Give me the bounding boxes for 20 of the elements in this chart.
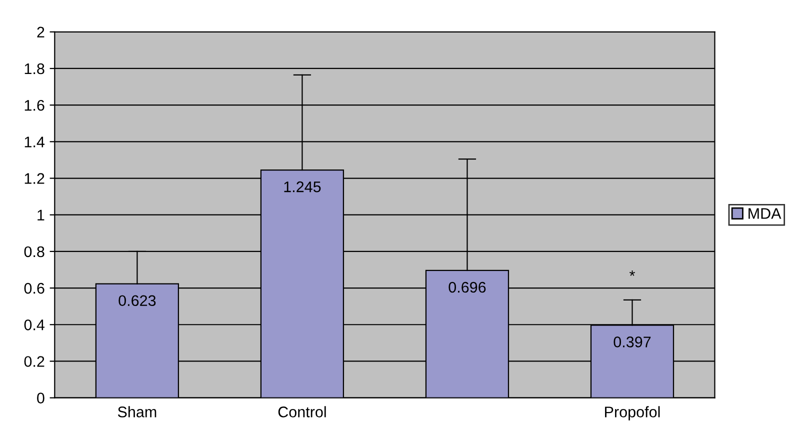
annotation: * <box>630 270 635 276</box>
y-tick-label: 1.4 <box>24 136 45 148</box>
legend-label: MDA <box>748 208 782 219</box>
data-label: 0.623 <box>118 295 156 306</box>
y-tick-label: 2 <box>37 26 44 38</box>
y-tick-label: 0.8 <box>24 246 44 258</box>
y-tick-label: 0.2 <box>24 356 44 367</box>
x-tick-label: Sham <box>118 406 156 418</box>
y-tick-label: 1.2 <box>24 173 44 184</box>
y-tick-label: 1.8 <box>24 63 44 74</box>
y-tick-label: 0.6 <box>24 282 44 294</box>
y-tick-label: 1 <box>38 210 44 220</box>
y-tick-label: 1.6 <box>24 100 44 111</box>
data-label: 1.245 <box>284 181 321 192</box>
y-tick-label: 0 <box>37 392 44 404</box>
data-label: 0.696 <box>448 282 486 293</box>
y-tick-label: 0.4 <box>24 319 45 330</box>
x-tick-label: Control <box>278 406 326 418</box>
x-tick-label: Propofol <box>605 406 660 420</box>
data-label: 0.397 <box>614 336 651 348</box>
